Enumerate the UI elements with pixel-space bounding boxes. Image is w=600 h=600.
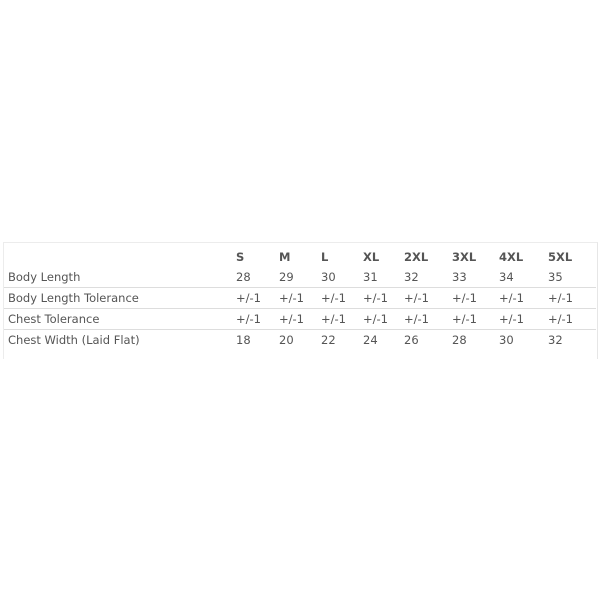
cell-value: 32 bbox=[404, 270, 419, 284]
cell-value: 22 bbox=[321, 333, 336, 347]
header-blank bbox=[4, 247, 236, 267]
row-label: Chest Width (Laid Flat) bbox=[8, 333, 140, 347]
row-label: Chest Tolerance bbox=[8, 312, 100, 326]
cell-value: +/-1 bbox=[236, 312, 261, 326]
header-size: L bbox=[321, 250, 329, 264]
cell-value: +/-1 bbox=[321, 291, 346, 305]
cell-value: +/-1 bbox=[548, 312, 573, 326]
cell-value: 32 bbox=[548, 333, 563, 347]
header-size: 3XL bbox=[452, 250, 477, 264]
row-label: Body Length bbox=[8, 270, 81, 284]
size-chart-frame bbox=[3, 242, 598, 359]
size-chart-table: S M L XL 2XL 3XL 4XL 5XL Body Length 28 29… bbox=[4, 247, 596, 350]
cell-value: +/-1 bbox=[279, 291, 304, 305]
cell-value: 31 bbox=[363, 270, 378, 284]
header-size: 4XL bbox=[499, 250, 524, 264]
cell-value: 29 bbox=[279, 270, 294, 284]
header-size: M bbox=[279, 250, 291, 264]
cell-value: +/-1 bbox=[236, 291, 261, 305]
cell-value: 30 bbox=[321, 270, 336, 284]
table-row: Body Length 28 29 30 31 32 33 34 35 bbox=[4, 267, 596, 288]
cell-value: 18 bbox=[236, 333, 251, 347]
header-size: 2XL bbox=[404, 250, 429, 264]
cell-value: +/-1 bbox=[404, 312, 429, 326]
row-label: Body Length Tolerance bbox=[8, 291, 139, 305]
cell-value: +/-1 bbox=[499, 291, 524, 305]
header-size: 5XL bbox=[548, 250, 573, 264]
header-row: S M L XL 2XL 3XL 4XL 5XL bbox=[4, 247, 596, 267]
cell-value: +/-1 bbox=[499, 312, 524, 326]
table-row: Chest Tolerance +/-1 +/-1 +/-1 +/-1 +/-1 +/-1 +… bbox=[4, 309, 596, 330]
cell-value: +/-1 bbox=[321, 312, 346, 326]
cell-value: 20 bbox=[279, 333, 294, 347]
cell-value: +/-1 bbox=[452, 312, 477, 326]
cell-value: +/-1 bbox=[452, 291, 477, 305]
cell-value: 24 bbox=[363, 333, 378, 347]
cell-value: 30 bbox=[499, 333, 514, 347]
cell-value: 33 bbox=[452, 270, 467, 284]
cell-value: 26 bbox=[404, 333, 419, 347]
header-size: S bbox=[236, 250, 245, 264]
cell-value: +/-1 bbox=[363, 291, 388, 305]
cell-value: +/-1 bbox=[363, 312, 388, 326]
cell-value: 34 bbox=[499, 270, 514, 284]
cell-value: +/-1 bbox=[279, 312, 304, 326]
header-size: XL bbox=[363, 250, 380, 264]
cell-value: 35 bbox=[548, 270, 563, 284]
table-row: Chest Width (Laid Flat) 18 20 22 24 26 28 30 32 bbox=[4, 330, 596, 351]
cell-value: +/-1 bbox=[548, 291, 573, 305]
cell-value: 28 bbox=[236, 270, 251, 284]
cell-value: 28 bbox=[452, 333, 467, 347]
cell-value: +/-1 bbox=[404, 291, 429, 305]
table-row: Body Length Tolerance +/-1 +/-1 +/-1 +/-1 +/-… bbox=[4, 288, 596, 309]
